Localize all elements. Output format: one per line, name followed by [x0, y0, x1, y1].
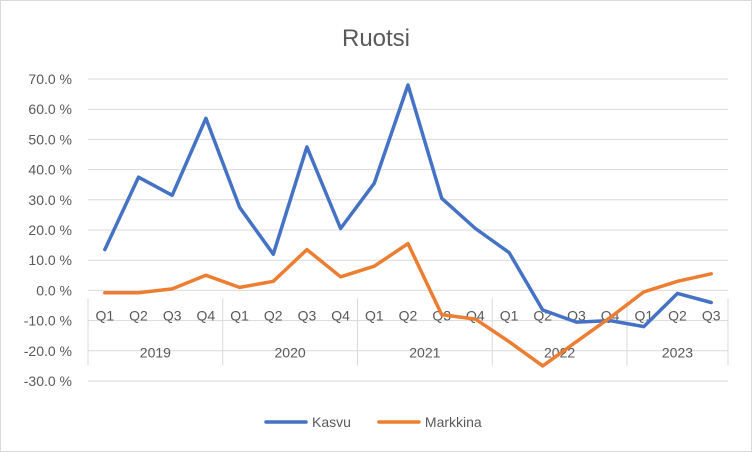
x-tick-label: Q2 — [668, 307, 687, 323]
x-tick-label: Q4 — [197, 307, 216, 323]
x-tick-label: Q3 — [163, 307, 182, 323]
x-group-label: 2019 — [140, 344, 171, 360]
x-axis: Q1 Q2 Q3 Q4 Q1 Q2 Q3 Q4 Q1 Q2 Q3 Q4 Q1 Q2 Q3 Q4 Q1 Q2 Q320… — [87, 298, 729, 366]
y-tick-label: -10.0 % — [24, 313, 72, 329]
legend: Kasvu Markkina — [264, 414, 482, 430]
legend-label: Kasvu — [312, 414, 351, 430]
y-tick-label: 40.0 % — [28, 162, 72, 178]
x-tick-label: Q1 — [365, 307, 384, 323]
x-group-label: 2023 — [662, 344, 693, 360]
series-lines — [103, 83, 713, 368]
y-tick-label: -20.0 % — [24, 343, 72, 359]
x-group-label: 2021 — [409, 344, 440, 360]
x-group-label: 2020 — [275, 344, 306, 360]
x-tick-label: Q1 — [634, 307, 653, 323]
grid-lines — [88, 78, 728, 382]
y-tick-label: 70.0 % — [28, 71, 72, 87]
series-line-kasvu — [103, 83, 713, 329]
x-tick-label: Q2 — [264, 307, 283, 323]
x-tick-label: Q4 — [331, 307, 350, 323]
y-tick-label: -30.0 % — [24, 373, 72, 389]
chart-title: Ruotsi — [342, 25, 410, 52]
y-tick-label: 0.0 % — [36, 282, 72, 298]
x-tick-label: Q1 — [230, 307, 249, 323]
series-line-markkina — [103, 241, 713, 368]
x-tick-label: Q3 — [298, 307, 317, 323]
y-tick-label: 60.0 % — [28, 101, 72, 117]
y-tick-label: 30.0 % — [28, 192, 72, 208]
y-axis: 70.0 % 60.0 % 50.0 % 40.0 % 30.0 % 20.0 % 10.0… — [24, 71, 72, 389]
y-tick-label: 50.0 % — [28, 131, 72, 147]
x-tick-label: Q2 — [129, 307, 148, 323]
y-tick-label: 20.0 % — [28, 222, 72, 238]
legend-label: Markkina — [425, 414, 482, 430]
x-tick-label: Q3 — [702, 307, 721, 323]
x-tick-label: Q1 — [500, 307, 519, 323]
y-tick-label: 10.0 % — [28, 252, 72, 268]
x-tick-label: Q1 — [95, 307, 114, 323]
x-tick-label: Q2 — [399, 307, 418, 323]
